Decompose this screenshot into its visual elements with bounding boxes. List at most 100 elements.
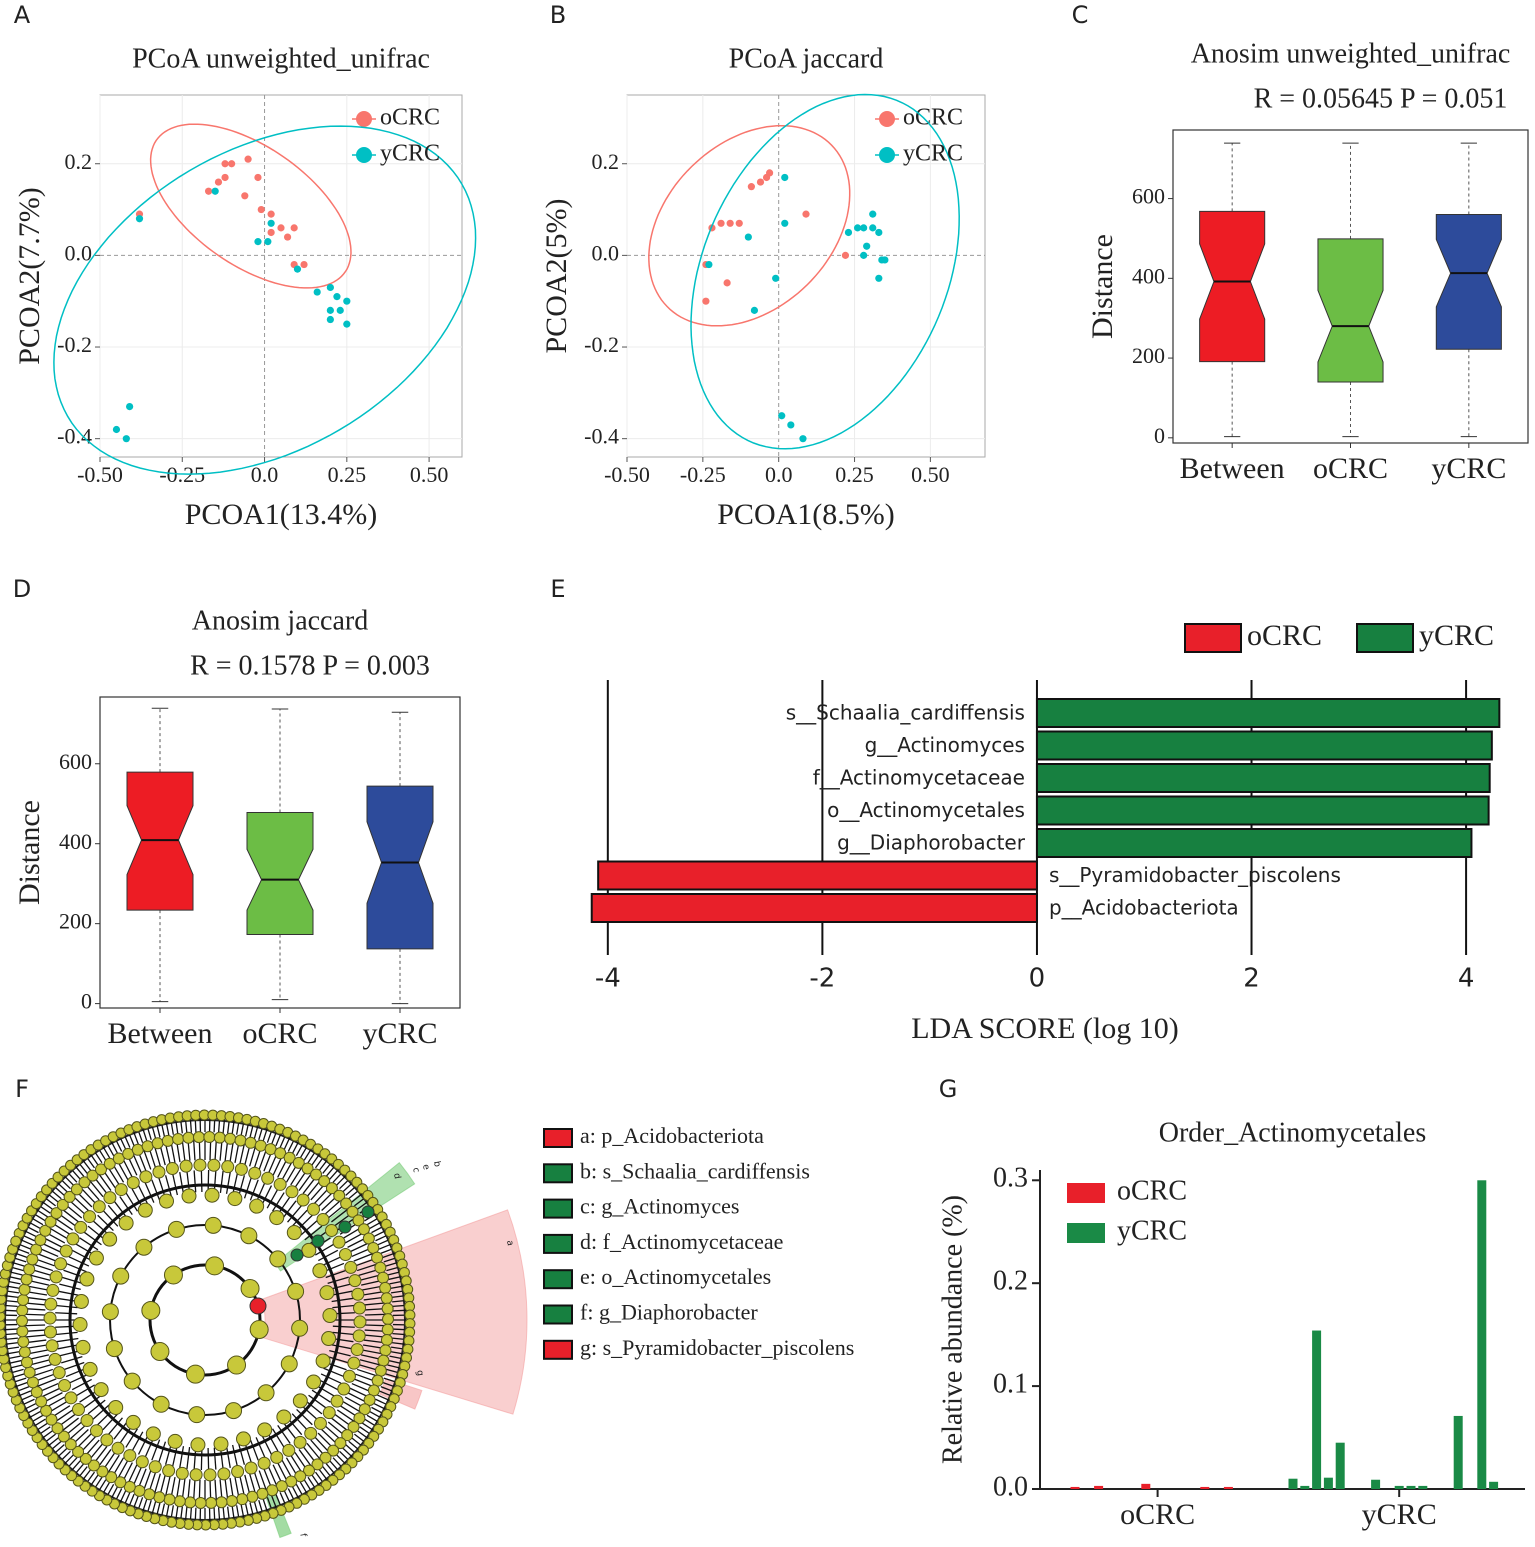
point	[254, 173, 262, 182]
node	[118, 1215, 134, 1231]
point	[326, 306, 334, 314]
x-tick-label: yCRC	[362, 1017, 437, 1050]
node	[203, 1468, 217, 1482]
confidence-ellipse	[648, 124, 851, 327]
node	[139, 1170, 153, 1184]
node	[203, 1131, 216, 1144]
branch	[249, 1145, 257, 1167]
node	[249, 1297, 267, 1315]
branch	[102, 1413, 119, 1431]
clade-key: a	[504, 1240, 515, 1247]
branch	[48, 1226, 68, 1240]
y-tick-label: 0.3	[993, 1163, 1028, 1194]
node	[18, 1283, 31, 1296]
node	[292, 1393, 308, 1409]
branch	[290, 1165, 304, 1186]
point	[875, 228, 883, 237]
point	[705, 260, 713, 269]
point	[875, 274, 883, 282]
legend-label: f: g_Diaphorobacter	[580, 1300, 758, 1325]
node	[225, 1402, 243, 1420]
node	[192, 1131, 205, 1144]
point	[799, 435, 807, 443]
node	[20, 1273, 33, 1286]
point	[343, 320, 351, 328]
node	[342, 1369, 356, 1383]
branch	[323, 1367, 345, 1378]
node	[64, 1438, 77, 1451]
point	[860, 251, 868, 259]
node	[227, 1191, 243, 1207]
branch	[193, 1170, 197, 1193]
node	[184, 1496, 197, 1509]
legend-marker	[356, 111, 372, 127]
category-label: s__Schaalia_cardiffensis	[786, 701, 1025, 725]
node	[58, 1379, 72, 1393]
branch	[61, 1276, 83, 1285]
branch	[131, 1431, 144, 1452]
legend-label: oCRC	[380, 105, 440, 131]
node	[82, 1361, 98, 1377]
node	[17, 1294, 30, 1307]
category-label: s__Pyramidobacter_piscolens	[1049, 863, 1341, 887]
node	[234, 1134, 247, 1147]
bar	[1406, 1485, 1416, 1489]
legend-label: e: o_Actinomycetales	[580, 1264, 771, 1289]
node	[374, 1261, 387, 1274]
node	[322, 1406, 336, 1420]
y-tick-label: 0.0	[592, 240, 620, 265]
point	[781, 219, 789, 227]
node	[43, 1325, 57, 1339]
node	[379, 1344, 392, 1357]
x-tick-label: 0.50	[911, 462, 950, 487]
node	[141, 1140, 154, 1153]
y-tick-label: 0.0	[65, 240, 93, 265]
y-axis-label: Relative abundance (%)	[937, 1195, 968, 1464]
x-tick-label: 4	[1458, 964, 1475, 994]
point	[244, 155, 252, 163]
node	[381, 1323, 394, 1336]
branch	[332, 1304, 355, 1309]
node	[283, 1151, 296, 1164]
node	[50, 1207, 63, 1220]
node	[44, 1297, 58, 1311]
point	[277, 224, 285, 232]
node	[269, 1210, 285, 1226]
x-tick-label: Between	[1180, 452, 1285, 485]
node	[240, 1227, 258, 1245]
node	[114, 1183, 128, 1197]
node	[225, 1495, 238, 1508]
branch	[330, 1290, 353, 1297]
chart-title: PCoA jaccard	[729, 43, 884, 74]
node	[344, 1260, 358, 1274]
node	[306, 1374, 322, 1390]
node	[125, 1414, 141, 1430]
node	[63, 1190, 76, 1203]
point	[869, 210, 877, 218]
branch	[35, 1378, 57, 1388]
bar	[1035, 730, 1493, 761]
node	[45, 1339, 59, 1353]
branch	[158, 1441, 167, 1463]
branch	[55, 1331, 78, 1336]
node	[167, 1433, 183, 1449]
node	[287, 1282, 305, 1300]
branch	[364, 1324, 387, 1327]
node	[333, 1189, 346, 1202]
node	[135, 1238, 153, 1256]
branch	[213, 1447, 217, 1470]
point	[228, 160, 236, 168]
point	[264, 238, 272, 246]
bar	[1035, 763, 1491, 793]
node	[357, 1223, 370, 1236]
bar	[1035, 828, 1473, 858]
branch	[332, 1331, 355, 1336]
branch	[300, 1220, 318, 1236]
node	[114, 1476, 127, 1489]
branch	[331, 1417, 350, 1433]
node	[337, 1382, 351, 1396]
branch	[71, 1378, 92, 1391]
branch	[60, 1417, 79, 1433]
node	[172, 1132, 185, 1145]
